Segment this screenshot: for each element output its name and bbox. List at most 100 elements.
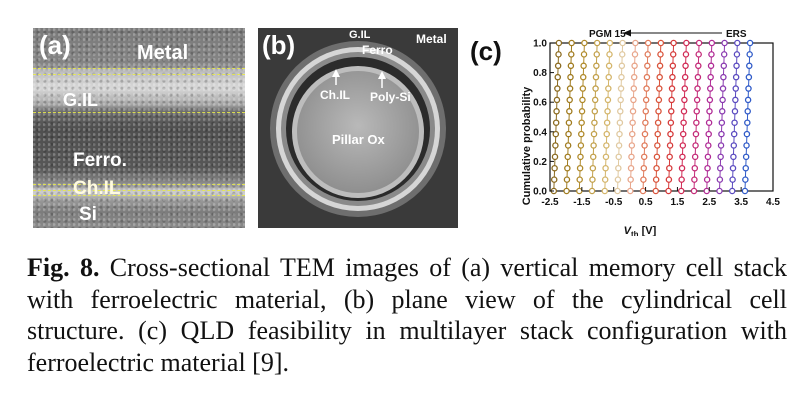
data-point — [693, 108, 700, 115]
data-point — [705, 119, 713, 126]
data-point — [640, 164, 648, 172]
data-point — [657, 51, 664, 58]
data-point — [578, 108, 586, 115]
data-point — [678, 176, 685, 183]
data-point — [742, 164, 749, 172]
data-point — [592, 85, 599, 92]
figure-caption: Fig. 8. Cross-sectional TEM images of (a… — [27, 252, 787, 378]
data-series — [563, 39, 575, 195]
data-point — [579, 73, 587, 81]
data-series — [716, 39, 728, 195]
data-point — [614, 176, 622, 183]
data-point — [580, 51, 588, 58]
data-point — [605, 62, 613, 70]
data-series — [652, 39, 665, 195]
data-point — [719, 85, 727, 92]
data-point — [615, 142, 623, 149]
data-point — [681, 73, 689, 81]
data-point — [564, 153, 571, 161]
data-point — [619, 39, 626, 47]
data-point — [666, 142, 674, 149]
data-point — [720, 73, 727, 81]
data-point — [691, 164, 699, 172]
data-point — [683, 39, 690, 47]
label-ferro: Ferro — [362, 43, 393, 57]
data-point — [603, 130, 611, 138]
data-point — [742, 176, 749, 183]
x-tick-label: 4.5 — [766, 197, 780, 208]
data-point — [678, 164, 686, 172]
data-point — [728, 187, 736, 195]
data-point — [741, 187, 749, 195]
data-point — [652, 176, 660, 183]
data-point — [627, 176, 634, 183]
data-point — [642, 108, 650, 115]
data-point — [732, 96, 739, 104]
data-point — [640, 176, 647, 183]
data-point — [578, 119, 585, 126]
data-point — [644, 51, 651, 58]
data-point — [644, 39, 652, 47]
data-point — [706, 96, 714, 104]
data-series — [741, 39, 754, 195]
data-point — [655, 96, 663, 104]
data-point — [695, 51, 702, 58]
data-point — [604, 108, 611, 115]
data-point — [628, 142, 636, 149]
data-point — [656, 85, 663, 92]
data-point — [601, 187, 609, 195]
data-point — [605, 85, 612, 92]
data-point — [629, 108, 637, 115]
data-series — [690, 39, 703, 195]
data-point — [553, 96, 561, 104]
data-point — [731, 119, 738, 126]
data-point — [716, 187, 723, 195]
y-tick-label: 0.2 — [533, 157, 547, 168]
data-point — [589, 153, 597, 161]
y-tick-label: 0.4 — [533, 127, 547, 138]
data-point — [564, 164, 571, 172]
layer-boundary — [33, 184, 245, 185]
data-point — [732, 85, 740, 92]
data-point — [703, 187, 710, 195]
data-point — [578, 130, 585, 138]
x-tick-label: 1.5 — [670, 197, 684, 208]
data-point — [694, 73, 702, 81]
label-polysi: Poly-Si — [370, 90, 411, 104]
x-tick-label: 3.5 — [734, 197, 748, 208]
data-point — [720, 51, 728, 58]
data-point — [719, 96, 726, 104]
data-point — [656, 73, 663, 81]
data-point — [632, 39, 639, 47]
data-point — [707, 73, 714, 81]
data-point — [652, 187, 660, 195]
data-point — [644, 62, 651, 70]
data-point — [568, 39, 575, 47]
cylinder-cross-section — [258, 28, 458, 228]
data-point — [678, 187, 685, 195]
data-point — [654, 130, 661, 138]
data-point — [567, 62, 575, 70]
data-point — [565, 119, 573, 126]
data-point — [555, 39, 563, 47]
data-point — [566, 96, 573, 104]
data-point — [717, 164, 724, 172]
data-point — [555, 51, 562, 58]
data-point — [566, 85, 574, 92]
y-tick-label: 0.8 — [533, 68, 547, 79]
data-point — [602, 153, 610, 161]
data-point — [669, 62, 677, 70]
data-point — [581, 39, 588, 47]
data-point — [606, 39, 614, 47]
data-point — [616, 119, 624, 126]
x-tick-label: -2.5 — [541, 197, 559, 208]
data-point — [606, 51, 613, 58]
data-series — [639, 39, 652, 195]
data-point — [653, 164, 660, 172]
data-point — [631, 51, 639, 58]
data-point — [703, 176, 711, 183]
direction-arrow — [623, 29, 722, 37]
data-point — [604, 96, 612, 104]
data-point — [603, 142, 610, 149]
data-point — [591, 108, 599, 115]
